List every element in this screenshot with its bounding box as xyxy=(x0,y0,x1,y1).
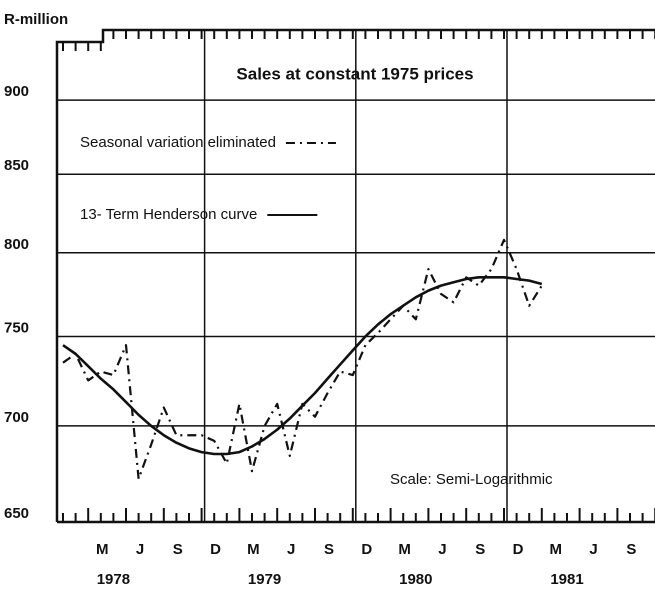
year-label: 1981 xyxy=(550,571,583,588)
y-tick-label: 900 xyxy=(4,83,29,100)
x-tick-label: M xyxy=(398,541,411,558)
chart-title: Sales at constant 1975 prices xyxy=(236,64,473,83)
x-tick-label: J xyxy=(136,541,144,558)
legend-label: 13- Term Henderson curve xyxy=(80,206,257,223)
x-tick-label: S xyxy=(324,541,334,558)
x-tick-label: J xyxy=(589,541,597,558)
annotation: Scale: Semi-Logarithmic xyxy=(390,471,553,488)
x-tick-label: S xyxy=(475,541,485,558)
y-tick-label: 750 xyxy=(4,319,29,336)
year-label: 1979 xyxy=(248,571,281,588)
x-tick-label: D xyxy=(513,541,524,558)
year-label: 1980 xyxy=(399,571,432,588)
x-tick-label: M xyxy=(550,541,563,558)
legend-label: Seasonal variation eliminated xyxy=(80,134,276,151)
y-tick-label: 650 xyxy=(4,505,29,522)
y-axis-label: R-million xyxy=(4,11,68,28)
x-tick-label: D xyxy=(210,541,221,558)
x-tick-label: S xyxy=(173,541,183,558)
x-tick-label: M xyxy=(247,541,260,558)
series-line xyxy=(62,276,543,456)
y-tick-label: 850 xyxy=(4,157,29,174)
x-tick-label: M xyxy=(96,541,109,558)
frame xyxy=(55,28,655,522)
x-tick-label: J xyxy=(287,541,295,558)
y-tick-label: 700 xyxy=(4,409,29,426)
y-tick-label: 800 xyxy=(4,236,29,253)
year-label: 1978 xyxy=(97,571,130,588)
x-tick-label: J xyxy=(438,541,446,558)
x-tick-label: D xyxy=(361,541,372,558)
x-tick-label: S xyxy=(626,541,636,558)
